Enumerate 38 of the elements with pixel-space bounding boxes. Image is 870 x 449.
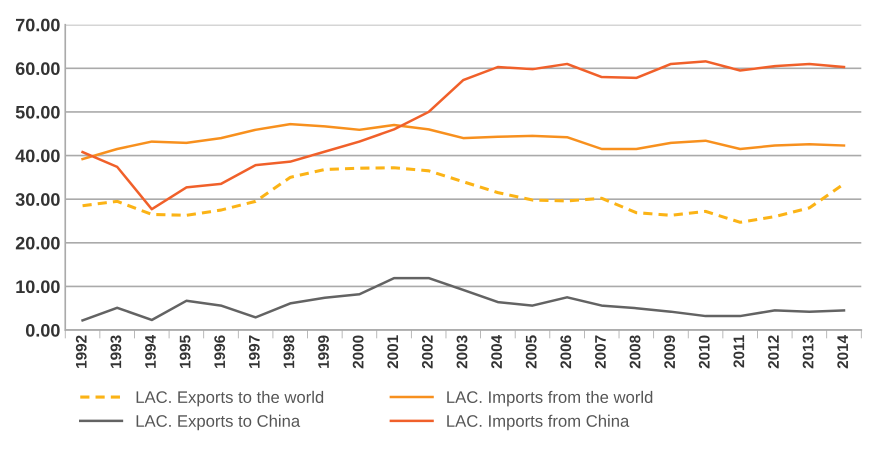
y-tick-label: 60.00 <box>16 62 60 76</box>
x-tick-label: 1998 <box>284 335 294 368</box>
x-tick-label: 1999 <box>318 335 329 368</box>
legend-label: LAC. Exports to the world <box>136 390 324 406</box>
y-tick-label: 70.00 <box>16 18 60 32</box>
x-tick-label: 1993 <box>110 335 122 368</box>
x-tick-label: 2011 <box>733 335 744 368</box>
x-tick-label: 2007 <box>595 336 606 368</box>
x-tick-label: 2004 <box>491 334 502 368</box>
y-tick-label: 10.00 <box>16 280 60 294</box>
line-series <box>81 60 846 210</box>
line-series <box>81 276 846 322</box>
x-tick-label: 2008 <box>630 335 640 368</box>
x-tick-label: 2013 <box>802 335 814 368</box>
x-tick-label: 2014 <box>837 334 848 368</box>
y-tick-label: 50.00 <box>16 106 60 119</box>
y-tick-label: 0.00 <box>26 324 60 337</box>
y-tick-label: 40.00 <box>15 149 60 162</box>
x-tick-label: 2000 <box>352 336 364 368</box>
x-tick-label: 2006 <box>560 335 572 368</box>
y-tick-label: 20.00 <box>16 236 60 250</box>
x-tick-label: 2005 <box>526 335 537 368</box>
x-tick-label: 2001 <box>387 335 398 368</box>
legend-label: LAC. Exports to China <box>136 414 300 430</box>
x-tick-label: 2012 <box>768 335 779 368</box>
x-tick-label: 1995 <box>180 335 190 368</box>
legend-label: LAC. Imports from the world <box>447 390 652 406</box>
x-tick-label: 2002 <box>422 335 433 368</box>
line-series <box>81 122 846 160</box>
y-tick-label: 30.00 <box>16 193 60 206</box>
x-tick-label: 1994 <box>145 334 156 368</box>
legend-label: LAC. Imports from China <box>447 414 630 430</box>
x-tick-label: 1997 <box>248 336 260 368</box>
x-tick-label: 2003 <box>456 335 468 368</box>
x-tick-label: 2009 <box>664 335 676 368</box>
x-tick-label: 1992 <box>76 335 87 368</box>
x-tick-label: 1996 <box>214 335 226 368</box>
x-tick-label: 2010 <box>698 336 710 368</box>
